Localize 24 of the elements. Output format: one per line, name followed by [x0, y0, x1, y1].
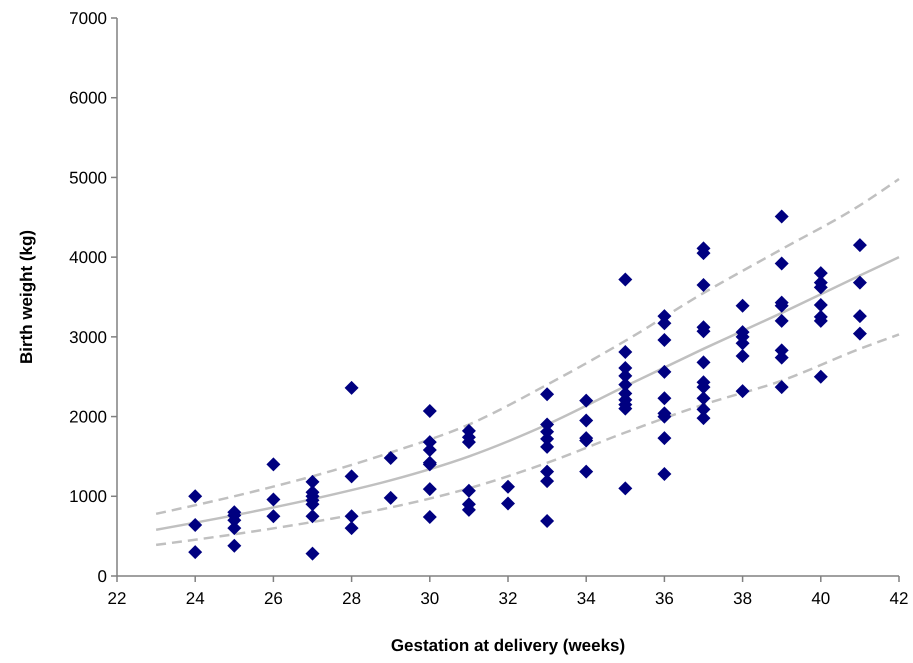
line-series: [154, 256, 900, 532]
x-tick-label: 32: [498, 589, 518, 608]
x-tick-label: 26: [264, 589, 283, 608]
x-tick-label: 24: [186, 589, 205, 608]
y-tick-label: 1000: [69, 487, 107, 506]
line-series: [154, 178, 900, 516]
y-tick-label: 0: [98, 566, 107, 586]
x-tick-label: 30: [420, 589, 440, 608]
y-tick-label: 7000: [69, 8, 107, 28]
y-tick-label: 5000: [69, 168, 107, 188]
y-axis-title: Birth weight (kg): [17, 230, 36, 364]
x-axis-title: Gestation at delivery (weeks): [390, 636, 626, 655]
y-tick-label: 6000: [69, 88, 107, 108]
x-tick-label: 42: [890, 589, 908, 608]
x-tick-label: 36: [654, 589, 674, 608]
x-tick-label: 38: [733, 589, 752, 608]
y-tick-label: 3000: [69, 328, 107, 347]
x-tick-label: 34: [576, 589, 596, 608]
y-tick-label: 4000: [69, 248, 107, 268]
line-series: [154, 333, 900, 546]
x-tick-label: 40: [811, 589, 830, 608]
x-tick-label: 22: [108, 589, 126, 608]
x-tick-label: 28: [342, 589, 362, 608]
y-tick-label: 2000: [69, 408, 107, 427]
